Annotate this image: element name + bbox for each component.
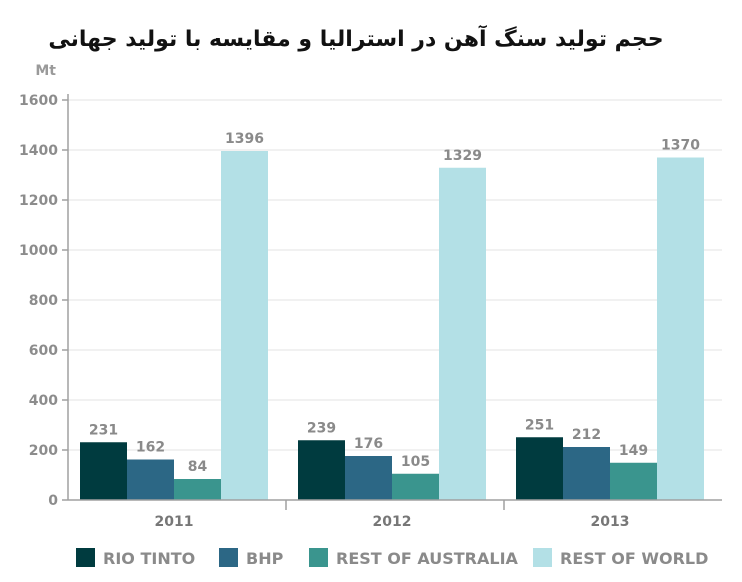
legend-label: REST OF WORLD	[560, 549, 708, 568]
data-label: 105	[401, 454, 430, 470]
data-labels: 231 162 84 1396 239 176 105 1329 251 212 149 1370	[89, 131, 700, 475]
y-tick-label: 1400	[19, 143, 58, 159]
legend-label: REST OF AUSTRALIA	[336, 549, 519, 568]
data-label: 149	[619, 443, 648, 459]
y-tick-label: 1600	[19, 93, 58, 109]
bar	[345, 456, 392, 500]
y-tick-label: 400	[29, 393, 58, 409]
bar	[392, 473, 439, 500]
x-axis-ticks: 2011 2012 2013	[155, 500, 630, 530]
legend-swatch	[219, 548, 238, 567]
legend-swatch	[309, 548, 328, 567]
data-label: 231	[89, 422, 118, 438]
data-label: 1370	[661, 138, 700, 154]
bar	[80, 442, 127, 500]
legend-swatch	[533, 548, 552, 567]
data-label: 212	[572, 427, 601, 443]
bar	[439, 167, 486, 500]
y-tick-label: 800	[29, 293, 58, 309]
gridlines	[68, 99, 722, 451]
bar	[610, 462, 657, 500]
legend-label: RIO TINTO	[103, 549, 195, 568]
bar	[657, 157, 704, 500]
bar	[516, 437, 563, 500]
bar	[221, 151, 268, 500]
data-label: 1329	[443, 148, 482, 164]
x-tick-label: 2013	[591, 514, 630, 530]
bars	[80, 151, 704, 500]
y-tick-label: 0	[48, 493, 58, 509]
bar	[563, 447, 610, 500]
x-tick-label: 2012	[373, 514, 412, 530]
chart-title: حجم تولید سنگ آهن در استرالیا و مقایسه ب…	[48, 24, 663, 52]
y-tick-label: 600	[29, 343, 58, 359]
bar	[127, 459, 174, 500]
data-label: 1396	[225, 131, 264, 147]
data-label: 162	[136, 440, 165, 456]
bar	[298, 440, 345, 500]
y-axis-ticks: 0 200 400 600 800 1000 1200 1400 1600	[19, 93, 68, 509]
y-axis-unit-label: Mt	[35, 63, 56, 79]
y-tick-label: 200	[29, 443, 58, 459]
legend-swatch	[76, 548, 95, 567]
axes	[67, 94, 722, 501]
legend-label: BHP	[246, 549, 284, 568]
x-tick-label: 2011	[155, 514, 194, 530]
y-tick-label: 1200	[19, 193, 58, 209]
legend: RIO TINTO BHP REST OF AUSTRALIA REST OF WOR…	[76, 548, 708, 568]
data-label: 251	[525, 417, 554, 433]
data-label: 84	[188, 459, 208, 475]
bar	[174, 479, 221, 500]
data-label: 176	[354, 436, 383, 452]
y-tick-label: 1000	[19, 243, 58, 259]
data-label: 239	[307, 420, 336, 436]
